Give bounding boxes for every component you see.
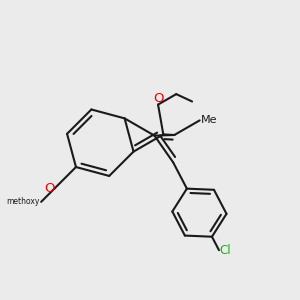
Text: O: O (153, 92, 163, 105)
Text: methoxy: methoxy (6, 197, 40, 206)
Text: O: O (45, 182, 55, 195)
Text: Me: Me (201, 116, 217, 125)
Text: Cl: Cl (220, 244, 232, 257)
